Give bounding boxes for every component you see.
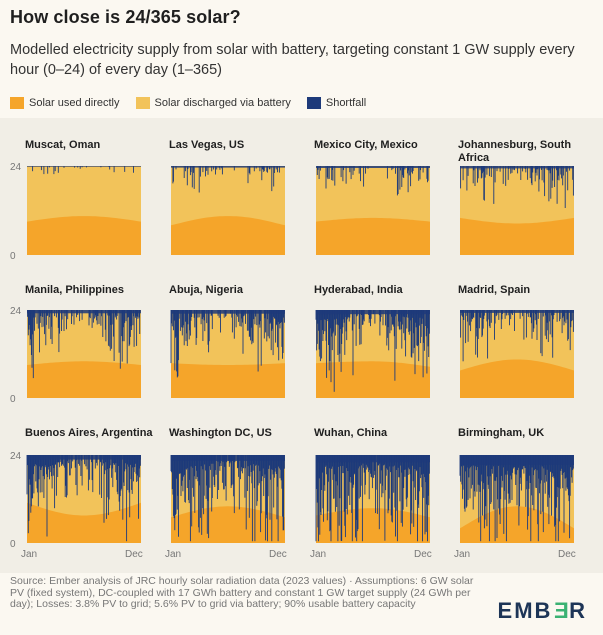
direct-area-abuja-nigeria	[171, 363, 285, 398]
x-tick-jan: Jan	[21, 549, 37, 560]
panel-title-johannesburg-south-africa: Africa	[458, 152, 490, 164]
panel-title-madrid-spain: Madrid, Spain	[458, 284, 530, 296]
shortfall-band-hyderabad-india	[316, 310, 430, 315]
shortfall-band-muscat-oman	[27, 166, 141, 167]
direct-area-buenos-aires-argentina	[27, 502, 141, 543]
x-tick-jan: Jan	[165, 549, 181, 560]
legend-label-battery: Solar discharged via battery	[154, 97, 291, 109]
panel-title-washington-dc-us: Washington DC, US	[169, 427, 272, 439]
source-footnote: Source: Ember analysis of JRC hourly sol…	[10, 575, 474, 610]
x-tick-jan: Jan	[454, 549, 470, 560]
direct-area-mexico-city-mexico	[316, 217, 430, 255]
y-tick-bottom: 0	[10, 539, 16, 550]
y-tick-bottom: 0	[10, 394, 16, 405]
shortfall-band-manila-philippines	[27, 310, 141, 314]
legend-swatch-battery	[135, 97, 150, 109]
shortfall-band-mexico-city-mexico	[316, 166, 430, 168]
shortfall-series-wuhan-china	[315, 455, 430, 542]
direct-area-wuhan-china	[316, 508, 430, 543]
shortfall-band-birmingham-uk	[460, 455, 574, 465]
direct-area-las-vegas-us	[171, 216, 285, 255]
panel-title-wuhan-china: Wuhan, China	[314, 427, 388, 439]
chart-subtitle: Modelled electricity supply from solar w…	[10, 42, 575, 78]
x-tick-dec: Dec	[558, 549, 576, 560]
panel-title-mexico-city-mexico: Mexico City, Mexico	[314, 139, 418, 151]
shortfall-band-las-vegas-us	[171, 166, 285, 168]
shortfall-series-hyderabad-india	[315, 310, 430, 392]
shortfall-band-madrid-spain	[460, 310, 574, 313]
shortfall-band-buenos-aires-argentina	[27, 455, 141, 460]
legend-swatch-shortfall	[306, 97, 321, 109]
shortfall-series-johannesburg-south-africa	[460, 166, 574, 208]
panel-title-manila-philippines: Manila, Philippines	[25, 284, 124, 296]
legend-swatch-direct	[10, 97, 24, 109]
y-tick-top: 24	[10, 162, 22, 173]
y-tick-bottom: 0	[10, 251, 16, 262]
ember-logo: EMBER	[497, 598, 587, 623]
panel-title-buenos-aires-argentina: Buenos Aires, Argentina	[25, 427, 153, 439]
x-tick-dec: Dec	[414, 549, 432, 560]
x-tick-dec: Dec	[269, 549, 287, 560]
panel-title-hyderabad-india: Hyderabad, India	[314, 284, 404, 296]
shortfall-band-abuja-nigeria	[171, 310, 285, 314]
legend-item-direct: Solar used directly	[10, 97, 120, 109]
panel-title-birmingham-uk: Birmingham, UK	[458, 427, 544, 439]
panel-title-abuja-nigeria: Abuja, Nigeria	[169, 284, 244, 296]
direct-area-manila-philippines	[27, 361, 141, 398]
shortfall-series-buenos-aires-argentina	[26, 455, 141, 542]
chart-title: How close is 24/365 solar?	[10, 7, 241, 27]
legend-label-direct: Solar used directly	[29, 97, 120, 109]
shortfall-series-muscat-oman	[32, 166, 134, 175]
panel-title-las-vegas-us: Las Vegas, US	[169, 139, 244, 151]
legend-item-shortfall: Shortfall	[306, 97, 367, 109]
direct-area-birmingham-uk	[460, 506, 574, 543]
direct-area-madrid-spain	[460, 359, 574, 398]
panel-title-johannesburg-south-africa: Johannesburg, South	[458, 139, 571, 151]
legend-item-battery: Solar discharged via battery	[135, 97, 291, 109]
y-tick-top: 24	[10, 306, 22, 317]
direct-area-hyderabad-india	[316, 361, 430, 398]
x-tick-dec: Dec	[125, 549, 143, 560]
shortfall-band-wuhan-china	[316, 455, 430, 463]
legend-label-shortfall: Shortfall	[325, 97, 367, 109]
shortfall-band-washington-dc-us	[171, 455, 285, 461]
shortfall-series-washington-dc-us	[170, 455, 285, 542]
panel-title-muscat-oman: Muscat, Oman	[25, 139, 100, 151]
legend: Solar used directly Solar discharged via…	[10, 97, 366, 109]
y-tick-top: 24	[10, 451, 22, 462]
x-tick-jan: Jan	[310, 549, 326, 560]
direct-area-johannesburg-south-africa	[460, 217, 574, 255]
direct-area-muscat-oman	[27, 216, 141, 255]
shortfall-band-johannesburg-south-africa	[460, 166, 574, 169]
